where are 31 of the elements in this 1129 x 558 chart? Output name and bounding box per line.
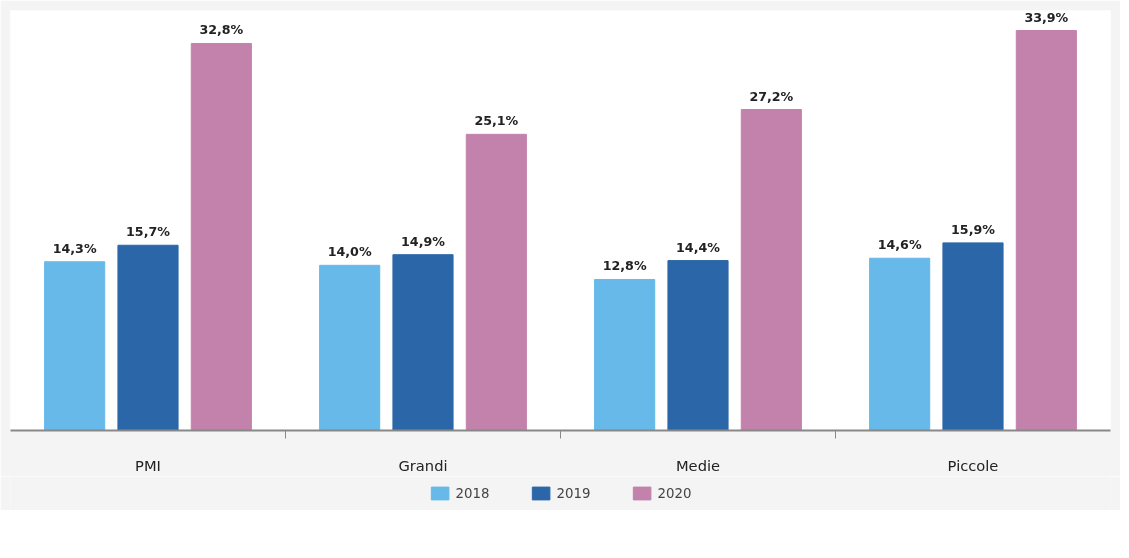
- bar: [44, 261, 106, 431]
- x-tick-label: Grandi: [398, 456, 448, 474]
- bar: [1015, 30, 1077, 431]
- bar: [319, 264, 381, 431]
- data-label: 14,9%: [401, 233, 446, 249]
- bar: [942, 242, 1004, 431]
- data-label: 12,8%: [602, 258, 647, 274]
- data-label: 15,9%: [951, 221, 996, 237]
- bar: [667, 260, 729, 431]
- bar: [594, 278, 656, 431]
- legend-label: 2018: [455, 485, 490, 501]
- bar: [465, 133, 527, 431]
- legend-label: 2020: [657, 485, 692, 501]
- bar: [869, 257, 931, 431]
- bar: [740, 109, 802, 431]
- data-label: 15,7%: [126, 224, 171, 240]
- data-label: 14,3%: [52, 240, 97, 256]
- data-label: 25,1%: [474, 113, 519, 129]
- x-tick-label: PMI: [135, 456, 161, 474]
- bar: [392, 254, 454, 431]
- data-label: 27,2%: [749, 88, 794, 104]
- x-tick-label: Piccole: [947, 456, 999, 474]
- bar: [117, 244, 179, 431]
- data-label: 14,6%: [877, 237, 922, 253]
- data-label: 14,4%: [676, 239, 721, 255]
- data-label: 32,8%: [199, 22, 244, 38]
- bar: [190, 42, 252, 431]
- legend-label: 2019: [556, 485, 591, 501]
- data-label: 33,9%: [1024, 9, 1069, 25]
- x-tick-label: Medie: [675, 456, 721, 474]
- data-label: 14,0%: [327, 244, 372, 260]
